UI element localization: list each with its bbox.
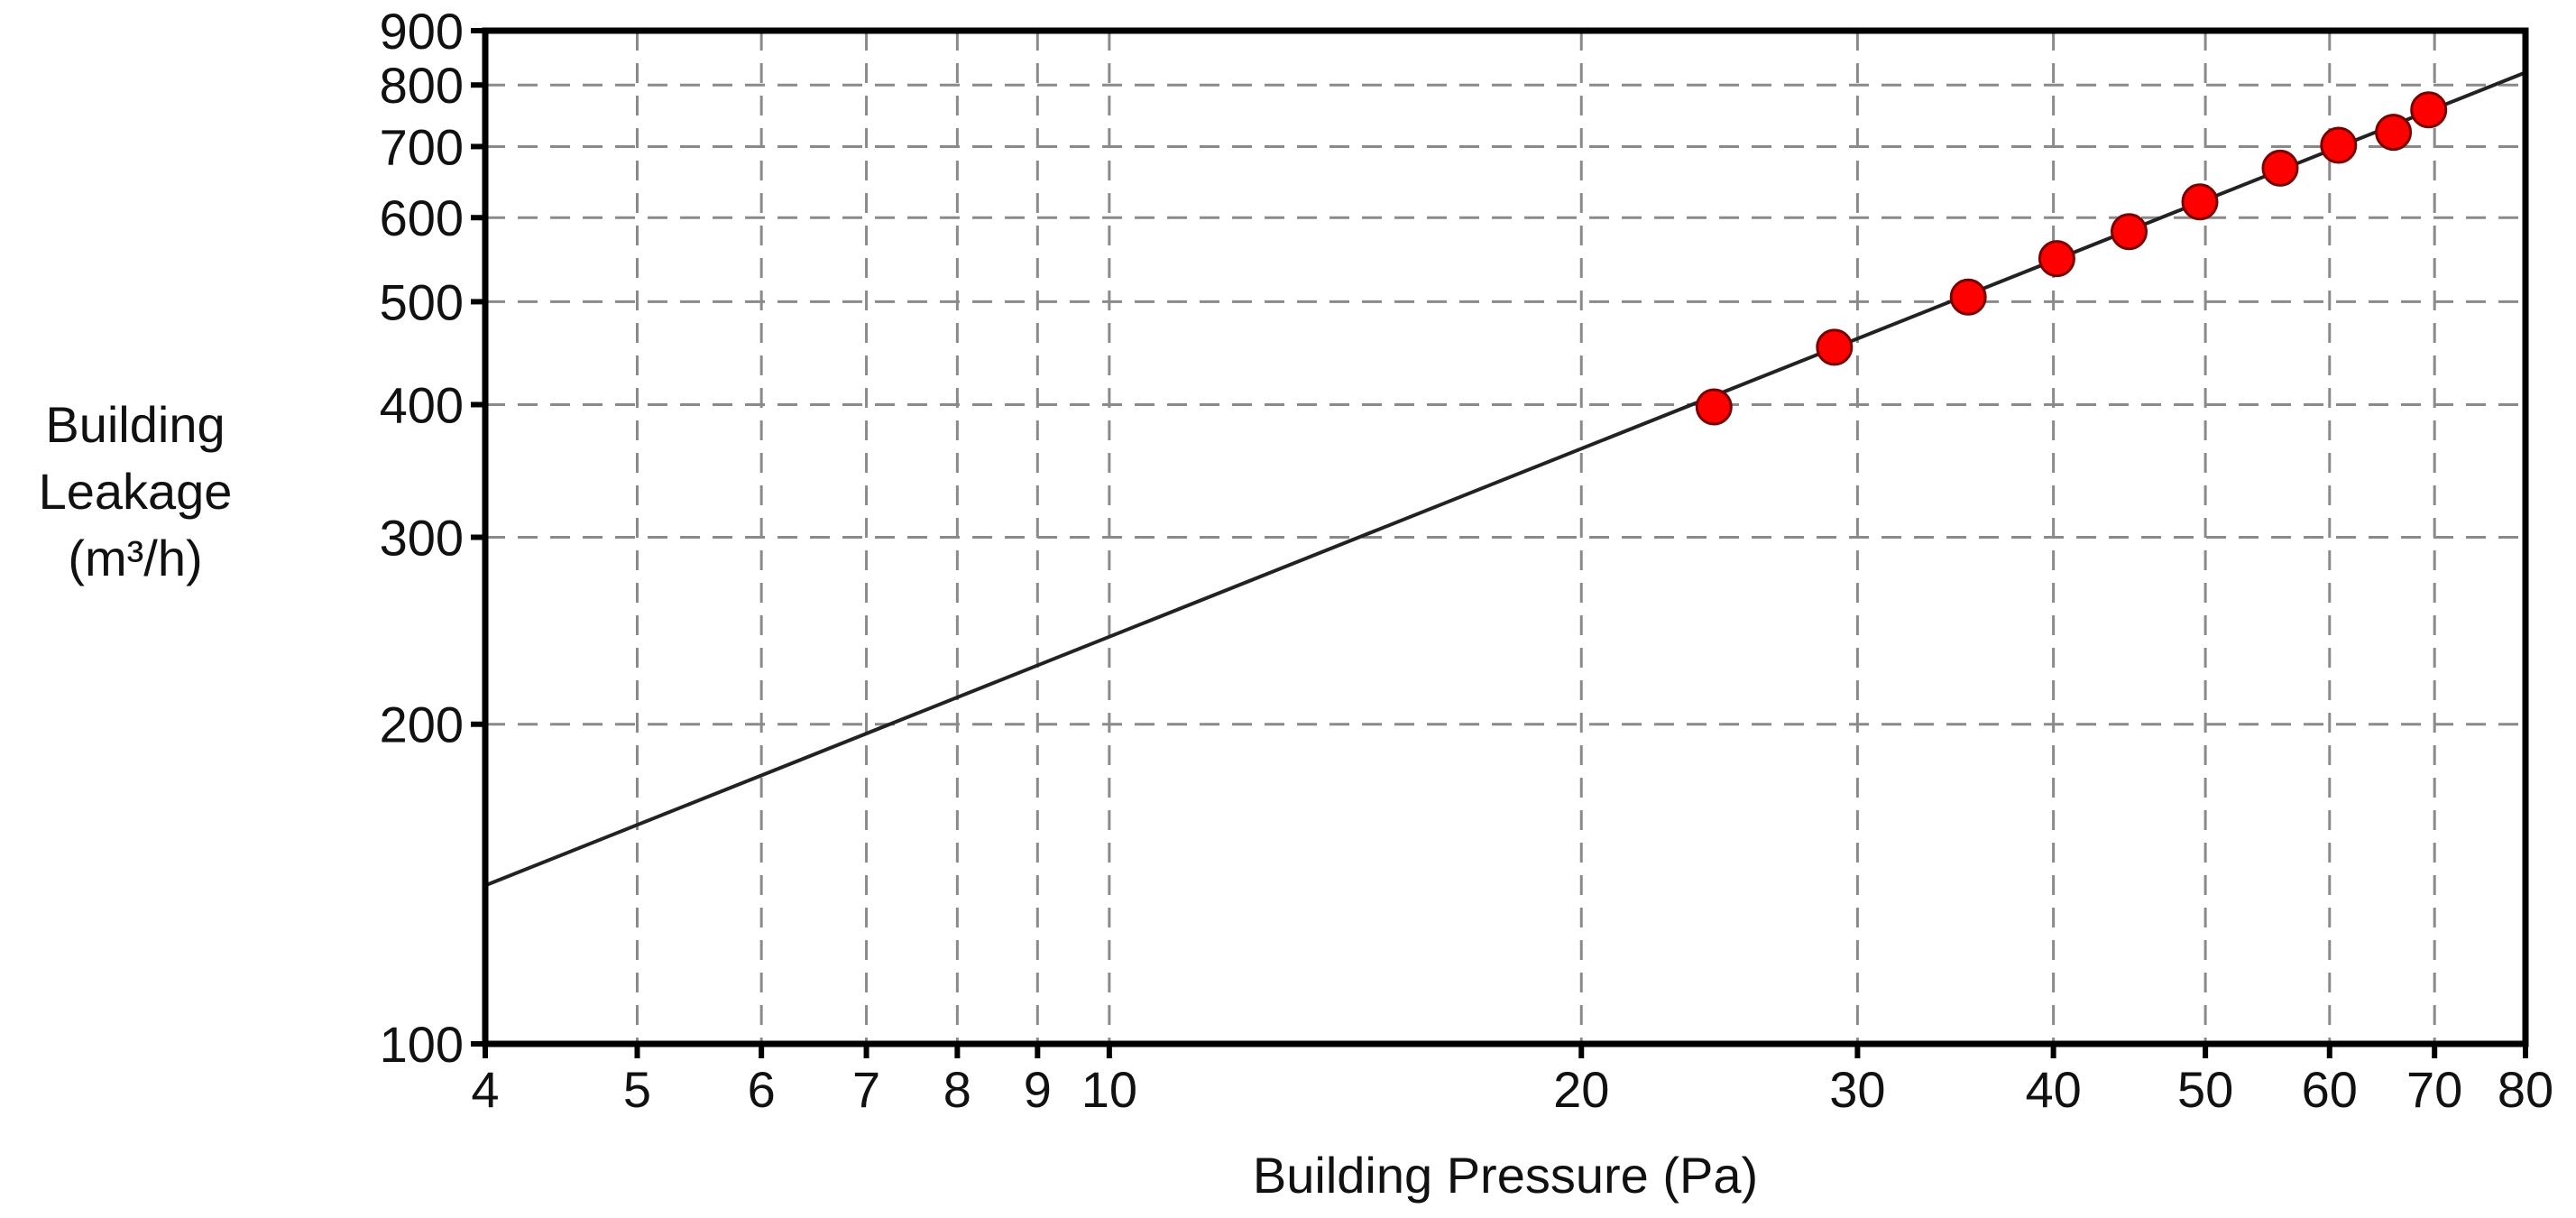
data-point	[2320, 126, 2358, 164]
data-point	[2038, 240, 2075, 278]
data-point	[1816, 328, 1854, 366]
data-point	[2181, 183, 2219, 221]
y-axis-title-line-1: Building	[45, 396, 225, 453]
x-tick-labels: 4 5 6 7 8 9 10 20 30 40 50 60 70 80	[471, 1061, 2553, 1118]
y-tick-label: 300	[380, 510, 464, 567]
data-point	[1695, 388, 1733, 426]
x-tick-label: 50	[2177, 1061, 2233, 1118]
x-tick-label: 9	[1024, 1061, 1052, 1118]
data-point	[1949, 278, 1987, 316]
data-points	[1695, 91, 2448, 426]
data-point	[2261, 149, 2299, 187]
y-tick-label: 900	[380, 3, 464, 60]
fit-line	[484, 70, 2526, 888]
x-tick-label: 5	[623, 1061, 651, 1118]
y-tick-label: 200	[380, 697, 464, 753]
data-point	[2410, 91, 2448, 129]
y-tick-label: 700	[380, 118, 464, 175]
data-point	[2111, 213, 2148, 251]
x-tick-label: 8	[943, 1061, 971, 1118]
x-tick-label: 4	[471, 1061, 499, 1118]
x-tick-label: 80	[2498, 1061, 2553, 1118]
x-tick-label: 60	[2302, 1061, 2358, 1118]
grid	[485, 31, 2525, 1044]
x-tick-label: 70	[2406, 1061, 2462, 1118]
x-tick-label: 6	[748, 1061, 776, 1118]
x-tick-label: 20	[1553, 1061, 1609, 1118]
x-axis-title: Building Pressure (Pa)	[1253, 1147, 1758, 1204]
x-tick-label: 7	[852, 1061, 880, 1118]
y-tick-label: 400	[380, 376, 464, 433]
y-tick-label: 100	[380, 1016, 464, 1073]
data-point	[2375, 114, 2413, 152]
y-tick-label: 500	[380, 273, 464, 330]
y-axis-title-line-3: (m³/h)	[68, 530, 202, 586]
x-tick-label: 40	[2025, 1061, 2081, 1118]
x-tick-label: 10	[1081, 1061, 1137, 1118]
fit-line-group	[484, 70, 2526, 888]
x-tick-label: 30	[1829, 1061, 1885, 1118]
tick-marks	[471, 28, 2528, 1058]
y-tick-label: 800	[380, 57, 464, 114]
y-axis-title-line-2: Leakage	[39, 463, 233, 520]
y-tick-label: 600	[380, 189, 464, 246]
